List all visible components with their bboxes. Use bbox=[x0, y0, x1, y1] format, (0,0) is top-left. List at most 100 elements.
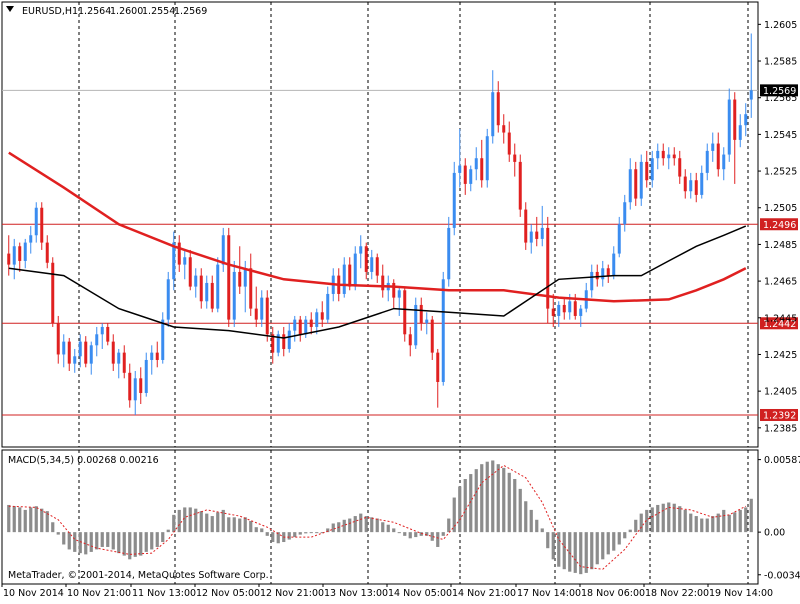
macd-histogram-bar bbox=[183, 507, 187, 533]
candle-body bbox=[623, 202, 627, 225]
candle-body bbox=[95, 334, 99, 346]
macd-histogram-bar bbox=[645, 509, 649, 533]
macd-histogram-bar bbox=[139, 532, 143, 556]
candle-body bbox=[678, 158, 682, 177]
candle-body bbox=[573, 301, 577, 316]
macd-histogram-bar bbox=[73, 532, 77, 552]
macd-histogram-bar bbox=[194, 508, 198, 533]
macd-histogram-bar bbox=[573, 532, 577, 573]
candle-body bbox=[106, 326, 110, 342]
candle-body bbox=[524, 209, 528, 243]
candle-body bbox=[155, 352, 159, 360]
macd-histogram-bar bbox=[397, 532, 401, 534]
candle-body bbox=[727, 99, 731, 155]
macd-histogram-bar bbox=[694, 516, 698, 533]
candle-body bbox=[397, 290, 401, 298]
candle-body bbox=[562, 304, 566, 313]
macd-histogram-bar bbox=[62, 532, 66, 545]
chart-symbol-dropdown-icon bbox=[6, 6, 14, 12]
macd-histogram-bar bbox=[601, 532, 605, 560]
candle-body bbox=[628, 169, 632, 203]
macd-histogram-bar bbox=[298, 532, 302, 535]
candle-body bbox=[414, 304, 418, 346]
macd-histogram-bar bbox=[205, 513, 209, 533]
macd-histogram-bar bbox=[414, 532, 418, 538]
y-axis-tick-label: 1.2485 bbox=[764, 240, 797, 251]
macd-histogram-bar bbox=[562, 532, 566, 570]
macd-histogram-bar bbox=[689, 513, 693, 533]
macd-histogram-bar bbox=[678, 506, 682, 533]
macd-histogram-bar bbox=[100, 532, 104, 547]
candle-body bbox=[700, 172, 704, 195]
candle-body bbox=[293, 319, 297, 331]
macd-histogram-bar bbox=[216, 512, 220, 533]
macd-histogram-bar bbox=[496, 464, 500, 533]
candle-body bbox=[194, 275, 198, 287]
macd-histogram-bar bbox=[133, 532, 137, 557]
macd-histogram-bar bbox=[276, 532, 280, 544]
candle-body bbox=[320, 312, 324, 320]
candle-body bbox=[502, 125, 506, 133]
candle-body bbox=[639, 161, 643, 199]
candle-body bbox=[128, 372, 132, 401]
moving-average-fast-line bbox=[8, 225, 747, 339]
candle-body bbox=[683, 176, 687, 192]
macd-histogram-bar bbox=[733, 512, 737, 533]
macd-histogram-bar bbox=[617, 532, 621, 545]
x-axis-tick-label: 12 Nov 05:00 bbox=[196, 588, 260, 599]
candle-body bbox=[496, 92, 500, 126]
macd-histogram-bar bbox=[474, 469, 478, 533]
macd-histogram-bar bbox=[18, 507, 22, 533]
candle-body bbox=[111, 341, 115, 364]
candle-body bbox=[469, 169, 473, 184]
macd-histogram-bar bbox=[590, 532, 594, 570]
candle-body bbox=[122, 352, 126, 373]
candle-body bbox=[595, 271, 599, 280]
macd-histogram-bar bbox=[524, 501, 528, 533]
macd-histogram-bar bbox=[23, 509, 27, 533]
macd-histogram-bar bbox=[749, 498, 753, 533]
candle-body bbox=[353, 253, 357, 287]
macd-indicator-label: MACD(5,34,5) 0.00268 0.00216 bbox=[8, 455, 159, 466]
candle-body bbox=[199, 275, 203, 302]
candle-body bbox=[551, 308, 555, 316]
macd-histogram-bar bbox=[210, 516, 214, 533]
candle-body bbox=[601, 268, 605, 280]
y-axis-tick-label: 1.2545 bbox=[764, 130, 797, 141]
macd-histogram-bar bbox=[738, 509, 742, 533]
candle-body bbox=[463, 165, 467, 184]
macd-histogram-bar bbox=[51, 522, 55, 533]
macd-histogram-bar bbox=[117, 532, 121, 554]
macd-histogram-bar bbox=[265, 532, 269, 536]
candle-body bbox=[326, 293, 330, 320]
macd-histogram-bar bbox=[238, 518, 242, 533]
candle-body bbox=[656, 150, 660, 159]
y-axis-tick-label: 1.2445 bbox=[764, 313, 797, 324]
candle-body bbox=[7, 253, 11, 265]
macd-histogram-bar bbox=[650, 507, 654, 533]
candle-body bbox=[606, 268, 610, 276]
macd-histogram-bar bbox=[408, 532, 412, 539]
candle-body bbox=[89, 345, 93, 364]
candle-body bbox=[12, 246, 16, 265]
macd-histogram-bar bbox=[469, 474, 473, 533]
y-axis-tick-label: 1.2425 bbox=[764, 350, 797, 361]
macd-histogram-bar bbox=[722, 509, 726, 533]
x-axis-tick-label: 12 Nov 21:00 bbox=[260, 588, 324, 599]
macd-histogram-bar bbox=[430, 532, 434, 541]
candle-body bbox=[100, 326, 104, 335]
macd-histogram-bar bbox=[227, 517, 231, 533]
candle-body bbox=[348, 264, 352, 287]
macd-histogram-bar bbox=[199, 511, 203, 533]
macd-histogram-bar bbox=[271, 532, 275, 543]
x-axis-tick-label: 17 Nov 14:00 bbox=[517, 588, 581, 599]
macd-histogram-bar bbox=[518, 488, 522, 533]
macd-histogram-bar bbox=[364, 516, 368, 533]
candle-body bbox=[722, 154, 726, 170]
candle-body bbox=[67, 341, 71, 364]
macd-histogram-bar bbox=[557, 532, 561, 567]
macd-histogram-bar bbox=[67, 532, 71, 550]
candle-body bbox=[672, 154, 676, 159]
candle-body bbox=[485, 136, 489, 181]
